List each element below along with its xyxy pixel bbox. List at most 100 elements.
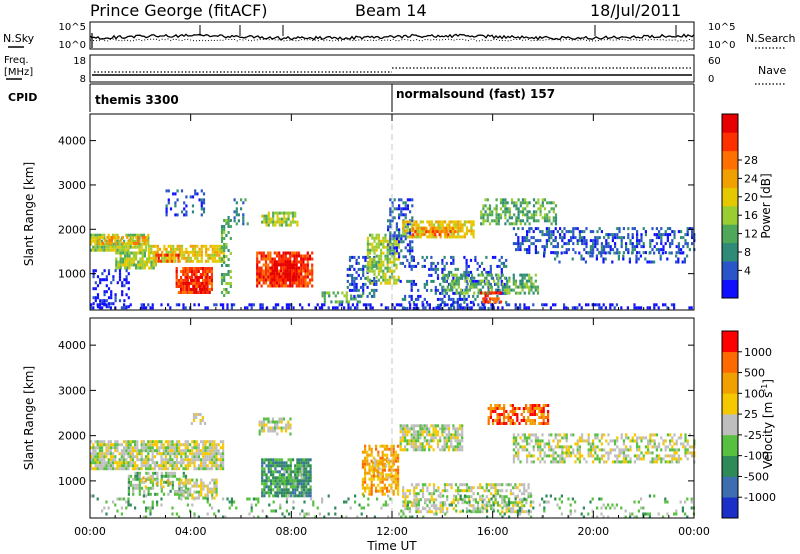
velocity-echo-cell [281, 482, 284, 486]
power-echo-cell [198, 287, 201, 291]
power-echo-cell [651, 239, 654, 243]
power-echo-cell [664, 251, 667, 255]
velocity-echo-cell [189, 452, 192, 456]
frequency-panel: Freq. [MHz] 18 8 60 0 Nave [4, 54, 786, 85]
power-echo-cell [688, 248, 691, 252]
velocity-echo-cell [456, 445, 459, 449]
velocity-echo-cell [202, 487, 205, 491]
power-echo-cell [478, 264, 481, 268]
power-echo-cell [92, 275, 95, 279]
velocity-echo-cell [129, 464, 132, 468]
power-echo-cell [393, 231, 396, 235]
velocity-echo-cell [309, 467, 312, 471]
velocity-echo-cell [563, 445, 566, 449]
power-echo-cell [297, 284, 301, 288]
power-echo-cell [375, 275, 378, 279]
power-echo-cell [105, 245, 108, 249]
power-echo-cell [570, 239, 573, 243]
power-echo-cell [206, 291, 209, 294]
power-echo-cell [691, 233, 694, 237]
power-echo-cell [472, 223, 475, 227]
power-echo-cell [295, 272, 298, 276]
power-echo-cell [653, 251, 656, 255]
power-echo-cell [506, 288, 509, 292]
velocity-echo-cell [267, 461, 270, 465]
power-echo-cell [393, 263, 396, 267]
power-echo-cell [463, 297, 466, 301]
power-echo-cell [377, 263, 380, 267]
velocity-echo-cell [107, 449, 110, 453]
velocity-echo-cell [408, 430, 411, 434]
velocity-echo-cell [206, 487, 209, 491]
power-echo-cell [359, 276, 363, 280]
power-echo-cell [532, 291, 535, 295]
power-echo-cell [208, 282, 211, 285]
power-echo-cell [280, 217, 284, 221]
power-echo-cell [500, 270, 503, 274]
power-echo-cell [152, 266, 155, 270]
power-echo-cell [609, 251, 612, 255]
power-echo-cell [580, 254, 583, 258]
power-echo-cell [629, 239, 632, 243]
velocity-echo-cell [625, 445, 628, 449]
velocity-echo-cell [428, 439, 431, 443]
power-echo-cell [521, 213, 525, 217]
velocity-echo-cell [625, 454, 628, 458]
velocity-echo-cell [522, 416, 525, 419]
power-echo-cell [348, 258, 352, 262]
power-echo-cell [611, 239, 614, 243]
power-echo-cell [202, 207, 206, 211]
velocity-echo-cell [160, 458, 163, 462]
power-echo-cell [220, 276, 224, 279]
power-echo-cell [682, 245, 685, 249]
velocity-echo-cell [307, 470, 310, 474]
power-echo-cell [388, 257, 391, 261]
velocity-echo-cell [184, 474, 188, 478]
power-echo-cell [356, 300, 359, 304]
velocity-echo-cell [392, 459, 395, 463]
velocity-echo-cell [419, 445, 422, 449]
power-echo-cell [94, 239, 97, 243]
power-echo-cell [117, 235, 120, 239]
velocity-echo-cell [375, 447, 378, 451]
velocity-echo-cell [131, 449, 134, 453]
velocity-echo-cell [287, 467, 291, 471]
power-echo-cell [269, 275, 272, 279]
power-echo-cell [517, 239, 520, 243]
power-echo-cell [434, 264, 437, 268]
power-echo-cell [519, 222, 522, 226]
power-echo-cell [519, 306, 522, 310]
power-echo-cell [185, 213, 188, 217]
power-echo-cell [262, 281, 265, 285]
power-echo-cell [204, 282, 207, 285]
velocity-echo-cell [274, 485, 277, 489]
power-echo-cell [426, 220, 429, 224]
power-echo-cell [258, 251, 261, 255]
power-echo-cell [218, 259, 221, 263]
power-echo-cell [526, 213, 529, 217]
power-echo-cell [415, 226, 418, 230]
power-echo-cell [499, 300, 503, 304]
power-echo-cell [202, 244, 206, 248]
power-echo-cell [532, 219, 536, 223]
power-echo-cell [297, 251, 301, 255]
power-echo-cell [301, 306, 304, 310]
power-echo-cell [114, 299, 117, 303]
velocity-echo-cell [178, 484, 181, 488]
colorbar-swatch [722, 169, 738, 188]
power-echo-cell [209, 256, 212, 260]
power-echo-cell [455, 279, 458, 283]
power-echo-cell [449, 230, 452, 234]
power-echo-cell [620, 306, 623, 310]
velocity-echo-cell [290, 485, 293, 489]
power-echo-cell [177, 285, 180, 288]
power-echo-cell [515, 216, 518, 220]
velocity-echo-cell [202, 440, 205, 444]
velocity-echo-cell [136, 446, 139, 450]
power-echo-cell [291, 251, 294, 255]
power-echo-cell [465, 229, 469, 233]
power-echo-cell [393, 257, 396, 261]
velocity-echo-cell [267, 491, 270, 495]
velocity-echo-cell [410, 439, 413, 443]
velocity-echo-cell [156, 471, 159, 475]
